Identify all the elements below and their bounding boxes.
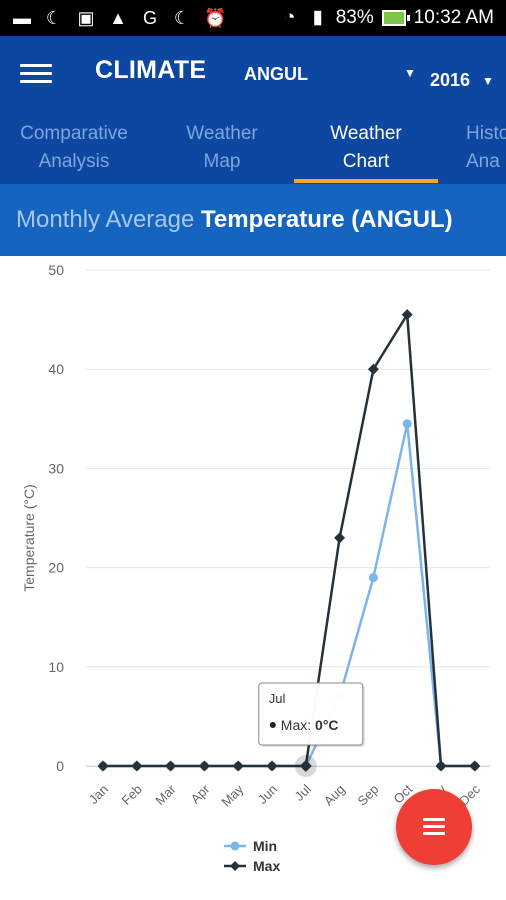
- chevron-down-icon[interactable]: ▼: [482, 74, 494, 88]
- y-tick-label: 50: [48, 262, 64, 278]
- data-point-max[interactable]: [469, 760, 481, 772]
- y-tick-label: 0: [56, 758, 64, 774]
- tab-label: Chart: [342, 151, 390, 172]
- x-tick-label: Mar: [152, 781, 179, 808]
- tooltip-value: Max: 0°C: [281, 717, 339, 733]
- broom-icon: ▲: [109, 8, 127, 28]
- x-tick-label: Jan: [86, 782, 111, 807]
- data-point-max[interactable]: [401, 309, 413, 321]
- year-selector[interactable]: 2016: [430, 70, 471, 90]
- status-bar: ▬ ☾ ▣ ▲ G ☾ ⏰ ◔ ▮ 83% 10:32 AM: [0, 0, 506, 36]
- chart-heading-prefix: Monthly Average: [16, 206, 195, 233]
- x-tick-label: Jul: [292, 781, 314, 803]
- message-icon: ▬: [13, 8, 31, 28]
- tab-label: Ana: [466, 151, 500, 172]
- x-tick-label: Apr: [188, 781, 213, 806]
- data-point-max[interactable]: [97, 760, 109, 772]
- menu-icon[interactable]: [20, 62, 52, 86]
- x-tick-label: Aug: [321, 782, 348, 809]
- tab-label: Analysis: [38, 151, 110, 172]
- tab-label: Comparative: [20, 123, 128, 144]
- clock: 10:32 AM: [413, 7, 494, 28]
- legend-item-max[interactable]: Max: [253, 858, 280, 874]
- data-point-max[interactable]: [198, 760, 210, 772]
- data-point-max[interactable]: [334, 532, 346, 544]
- status-right: ◔ ▮ 83% 10:32 AM: [280, 7, 494, 29]
- notification-icons: ▬ ☾ ▣ ▲ G ☾ ⏰: [12, 7, 227, 29]
- tooltip-box: [258, 682, 364, 746]
- legend-item-min[interactable]: Min: [253, 838, 277, 854]
- image-icon: ▣: [77, 8, 95, 28]
- alarm-icon: ⏰: [204, 8, 227, 28]
- chevron-down-icon[interactable]: ▼: [404, 66, 416, 80]
- active-tab-indicator: [294, 179, 438, 183]
- x-tick-label: Jun: [255, 782, 280, 807]
- menu-fab-button[interactable]: [396, 789, 472, 865]
- tab-bar: Comparative Analysis Weather Map Weather…: [0, 116, 506, 184]
- moon-icon: ☾: [45, 8, 63, 28]
- data-point-max[interactable]: [131, 760, 143, 772]
- tooltip-header: Jul: [269, 691, 286, 706]
- tab-weather-map[interactable]: Weather Map: [160, 116, 284, 184]
- x-tick-label: Feb: [118, 782, 144, 808]
- tab-historical-analysis[interactable]: Histo Ana: [466, 116, 506, 184]
- chart-heading: Monthly Average Temperature (ANGUL): [16, 206, 453, 234]
- district-selector[interactable]: ANGUL: [244, 64, 308, 84]
- y-axis-title: Temperature (°C): [21, 484, 37, 592]
- series-line-max[interactable]: [103, 313, 475, 768]
- data-point-max[interactable]: [367, 363, 379, 375]
- tab-weather-chart[interactable]: Weather Chart: [294, 116, 438, 184]
- tooltip-bullet: [269, 722, 276, 728]
- signal-icon: ▮: [312, 7, 323, 28]
- y-tick-label: 10: [48, 659, 64, 675]
- y-tick-label: 40: [48, 361, 64, 377]
- tab-label: Map: [203, 151, 241, 172]
- data-point-max[interactable]: [165, 760, 177, 772]
- data-point-max[interactable]: [232, 760, 244, 772]
- g-icon: G: [142, 8, 157, 28]
- chart-header: Monthly Average Temperature (ANGUL): [0, 184, 506, 256]
- app-title: CLIMATE: [95, 56, 207, 84]
- tab-label: Weather: [186, 123, 258, 144]
- tab-comparative-analysis[interactable]: Comparative Analysis: [8, 116, 140, 184]
- y-tick-label: 30: [48, 460, 64, 476]
- tab-label: Histo: [466, 123, 506, 144]
- legend-marker: [230, 861, 240, 871]
- data-point-min[interactable]: [368, 573, 378, 583]
- wifi-icon: ◔: [283, 7, 296, 28]
- data-point-max[interactable]: [435, 760, 447, 772]
- x-tick-label: Sep: [355, 782, 382, 809]
- app-bar: CLIMATE ANGUL ▼ 2016 ▼: [0, 36, 506, 116]
- legend-marker: [230, 841, 240, 851]
- battery-icon: [381, 10, 410, 26]
- hovered-point[interactable]: [299, 760, 312, 772]
- data-point-min[interactable]: [402, 419, 412, 429]
- y-tick-label: 20: [48, 560, 64, 576]
- tab-label: Weather: [330, 123, 402, 144]
- chart-heading-suffix: Temperature (ANGUL): [201, 206, 453, 233]
- data-point-max[interactable]: [266, 760, 278, 772]
- battery-percent: 83%: [335, 7, 374, 28]
- moon-icon: ☾: [173, 8, 191, 28]
- x-tick-label: May: [218, 781, 246, 809]
